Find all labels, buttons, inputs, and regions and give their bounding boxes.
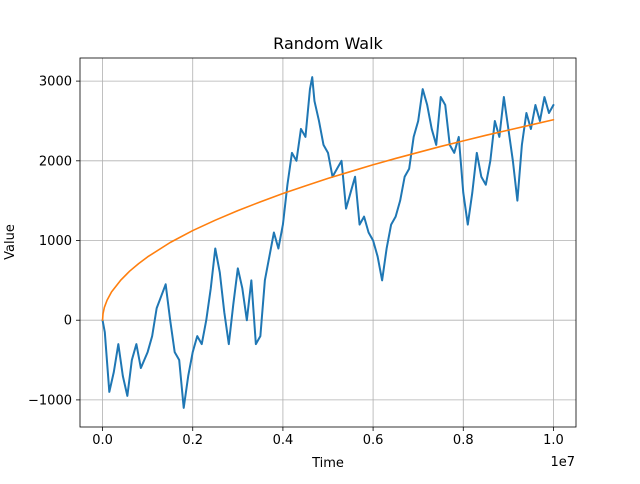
y-axis-label: Value <box>3 224 18 260</box>
y-tick-label: 1000 <box>39 234 72 249</box>
y-tick-label: 3000 <box>39 75 72 90</box>
x-tick-label: 0.4 <box>273 433 294 448</box>
chart-title: Random Walk <box>273 34 383 53</box>
x-tick-label: 1.0 <box>543 433 564 448</box>
sqrt-curve-series-line <box>101 118 555 322</box>
series-layer <box>101 76 555 409</box>
x-tick-label: 0.8 <box>453 433 474 448</box>
y-tick-label: −1000 <box>28 393 72 408</box>
x-tick-label: 0.0 <box>92 433 113 448</box>
x-tick-label: 0.2 <box>182 433 203 448</box>
x-axis-offset-label: 1e7 <box>550 455 575 470</box>
random-walk-series-line <box>101 76 555 409</box>
x-axis-label: Time <box>311 456 344 471</box>
y-tick-label: 0 <box>64 314 72 329</box>
y-tick-label: 2000 <box>39 154 72 169</box>
x-tick-label: 0.6 <box>363 433 384 448</box>
x-axis-ticks: 0.0 0.2 0.4 0.6 0.8 1.0 <box>92 427 564 448</box>
plot-frame <box>79 57 577 428</box>
y-axis-ticks: −1000 0 1000 2000 3000 <box>28 75 80 408</box>
